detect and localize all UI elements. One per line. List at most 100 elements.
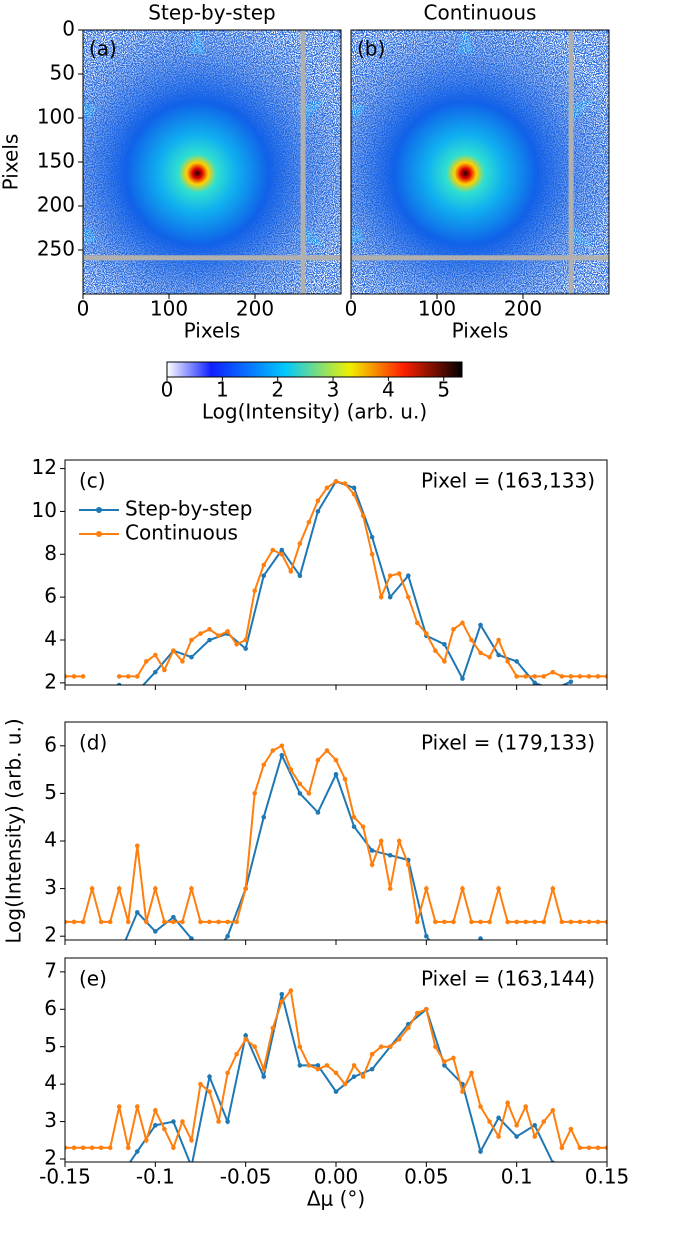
data-point [387,594,393,600]
data-point [134,843,140,849]
data-point [234,641,239,647]
data-point [559,919,565,925]
detector-gap [568,30,574,294]
data-point [559,674,565,679]
data-point [225,1070,230,1076]
data-point [415,919,420,925]
data-point [153,1108,158,1113]
data-point [360,513,366,519]
data-point [369,1051,375,1057]
data-point [396,838,402,844]
data-point [116,1104,122,1109]
data-point [134,1104,140,1109]
data-point [451,1055,456,1061]
data-point [198,1081,203,1087]
data-point [333,1070,339,1076]
data-point [505,1100,510,1106]
data-point [65,674,68,679]
data-point [315,757,321,763]
data-point [134,674,140,679]
data-point [541,1119,547,1124]
x-tick-label: 200 [236,297,274,321]
data-point [577,1145,583,1151]
data-point [189,654,194,660]
data-point [442,641,447,647]
data-point [144,1137,149,1143]
data-point [180,1119,185,1124]
legend-label: Step-by-step [125,497,252,521]
data-point [442,1063,447,1068]
x-tick-label: 200 [504,297,542,321]
data-point [324,485,330,491]
data-point [342,1081,348,1087]
x-tick-label: 0.15 [585,1165,630,1189]
data-point [117,953,122,958]
data-point [261,562,267,568]
frame [64,459,608,686]
data-point [225,919,230,925]
data-point [433,1044,438,1050]
x-tick-label: 100 [150,297,188,321]
data-point [162,919,167,925]
data-point [162,667,167,673]
data-point [514,919,519,925]
data-point [595,919,601,925]
panel-title: Step-by-step [148,1,275,25]
data-point [378,1044,384,1050]
data-point [442,659,447,664]
data-point [297,791,303,796]
data-point [144,659,149,664]
y-axis-label: Log(Intensity) (arb. u.) [2,718,26,943]
data-point [207,1089,212,1094]
data-point [279,547,285,553]
plot-area [65,743,607,958]
data-point [378,594,384,600]
data-point [153,1123,158,1128]
data-point [396,571,402,576]
data-point [134,910,140,915]
data-point [171,1145,176,1151]
data-point [297,541,303,546]
data-point [333,1089,339,1094]
data-point [496,1115,501,1121]
data-point [478,1104,483,1109]
data-point [387,573,393,579]
detector-gap [351,255,609,261]
data-point [496,652,501,658]
data-point [225,1119,230,1124]
data-point [433,919,438,925]
data-point [478,936,483,940]
detector-gap [300,30,306,294]
data-point [532,680,538,685]
data-point [550,669,556,675]
data-point [595,674,601,679]
panel-label: (b) [357,37,385,61]
colorbar [166,361,463,378]
data-point [207,626,212,632]
y-axis-label: Pixels [0,134,23,191]
data-point [180,919,185,925]
data-point [478,919,483,925]
data-point [460,886,465,891]
colorbar-tick-label: 5 [437,378,450,402]
colorbar-tick-label: 4 [382,378,395,402]
data-point [523,674,528,679]
data-point [225,629,230,634]
data-point [252,1044,257,1050]
panel-title: Continuous [424,1,537,25]
y-tick-label: 5 [44,1033,57,1057]
data-point [387,886,393,891]
data-point [415,1010,420,1016]
data-point [107,919,113,925]
data-point [234,1051,239,1057]
data-point [89,1145,95,1151]
data-point [559,1145,565,1151]
data-point [586,674,592,679]
data-point [514,659,519,664]
panel-label: (d) [79,731,107,755]
data-point [405,573,411,579]
y-tick-label: 3 [44,1108,57,1132]
data-point [324,748,330,753]
data-point [116,674,122,679]
annotation: Pixel = (163,133) [421,469,595,493]
